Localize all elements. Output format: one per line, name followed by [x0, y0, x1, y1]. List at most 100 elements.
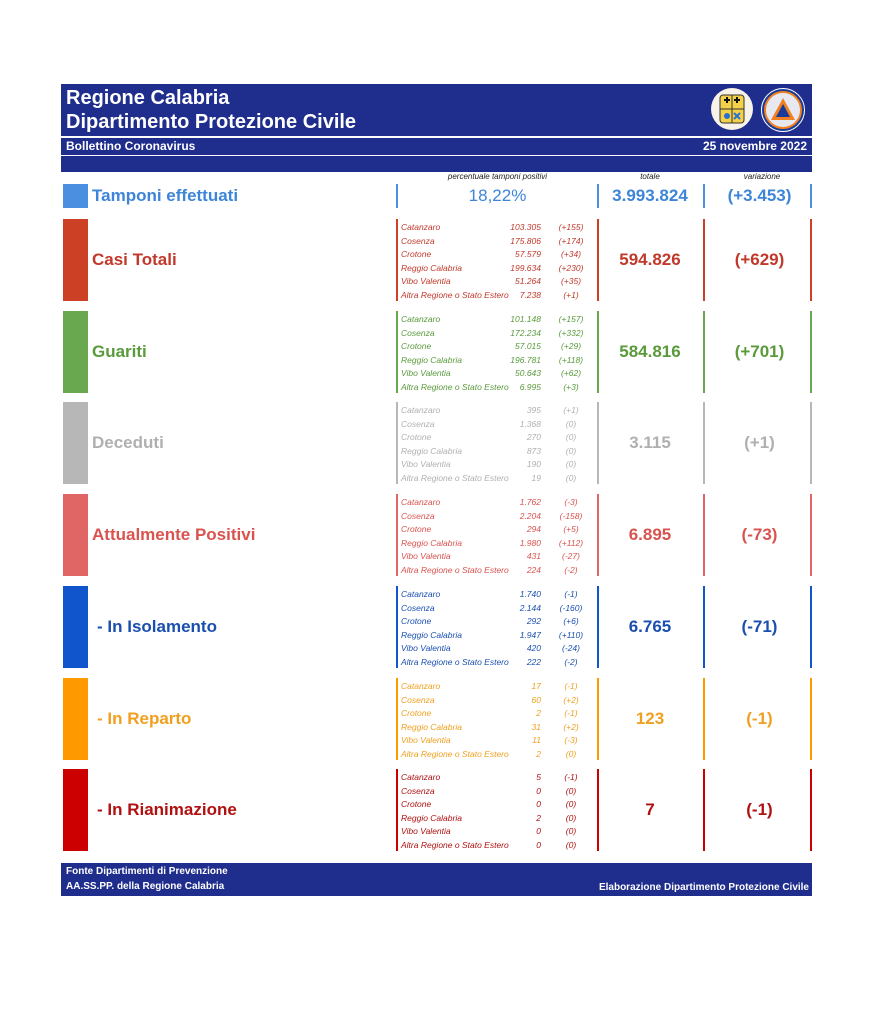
province-delta: (0) — [565, 812, 577, 823]
province-delta: (-2) — [564, 565, 578, 575]
province-value: 11 — [532, 735, 541, 746]
province-delta: (+34) — [560, 249, 582, 260]
province-name: Reggio Calabria — [401, 354, 462, 365]
province-row: Crotone 57.015 (+29) — [401, 340, 591, 354]
province-row: Catanzaro 103.305 (+155) — [401, 221, 591, 235]
province-delta: (+155) — [558, 222, 584, 232]
province-value: 172.234 — [510, 327, 541, 338]
province-delta: (0) — [565, 785, 577, 796]
province-row: Reggio Calabria 199.634 (+230) — [401, 262, 591, 276]
province-row: Crotone 292 (+6) — [401, 615, 591, 629]
footer-source-line1: Fonte Dipartimenti di Prevenzione — [66, 866, 228, 877]
province-value: 0 — [536, 826, 541, 837]
province-row: Cosenza 2.204 (-158) — [401, 510, 591, 524]
guariti-province-table: Catanzaro 101.148 (+157) Cosenza 172.234 (+33… — [401, 313, 591, 395]
tamponi-divider — [810, 184, 812, 208]
isolamento-variation: (-71) — [741, 617, 778, 636]
province-name: Cosenza — [401, 327, 435, 338]
province-name: Crotone — [401, 616, 432, 627]
tamponi-divider — [396, 184, 398, 208]
province-delta: (+110) — [558, 629, 584, 640]
guariti-total: 584.816 — [619, 342, 681, 361]
province-value: 0 — [536, 799, 541, 810]
province-name: Altra Regione o Stato Estero — [401, 290, 509, 300]
reparto-variation: (-1) — [746, 709, 773, 728]
province-value: 2 — [536, 812, 541, 823]
province-value: 50.643 — [515, 368, 541, 379]
province-row: Cosenza 175.806 (+174) — [401, 235, 591, 249]
province-row: Crotone 0 (0) — [401, 798, 591, 812]
guariti-divider — [396, 311, 398, 393]
province-row: Catanzaro 1.740 (-1) — [401, 588, 591, 602]
rianimazione-province-table: Catanzaro 5 (-1) Cosenza 0 (0) Crotone 0 (0) Regg… — [401, 771, 591, 853]
province-name: Cosenza — [401, 602, 435, 613]
guariti-label: Guariti — [92, 342, 147, 361]
reparto-divider — [703, 678, 705, 760]
province-name: Vibo Valentia — [401, 276, 451, 287]
deceduti-province-table: Catanzaro 395 (+1) Cosenza 1.368 (0) Crotone 27… — [401, 404, 591, 486]
province-row: Cosenza 2.144 (-160) — [401, 602, 591, 616]
rianimazione-divider — [396, 769, 398, 851]
province-name: Vibo Valentia — [401, 735, 451, 746]
casi-divider — [597, 219, 599, 301]
province-value: 57.015 — [515, 341, 541, 352]
guariti-variation: (+701) — [734, 342, 785, 361]
province-row: Altra Regione o Stato Estero 2 (0) — [401, 748, 591, 762]
isolamento-province-table: Catanzaro 1.740 (-1) Cosenza 2.144 (-160) Crot… — [401, 588, 591, 670]
province-name: Vibo Valentia — [401, 643, 451, 654]
province-row: Vibo Valentia 420 (-24) — [401, 642, 591, 656]
province-value: 103.305 — [510, 222, 541, 232]
province-value: 2 — [536, 749, 541, 759]
province-delta: (-2) — [564, 657, 578, 667]
province-delta: (+230) — [558, 262, 584, 273]
province-name: Catanzaro — [401, 589, 441, 599]
guariti-divider — [597, 311, 599, 393]
reparto-total: 123 — [635, 709, 665, 728]
province-row: Cosenza 60 (+2) — [401, 694, 591, 708]
reparto-divider — [810, 678, 812, 760]
province-row: Catanzaro 101.148 (+157) — [401, 313, 591, 327]
casi-swatch — [63, 219, 88, 301]
footer-credit: Elaborazione Dipartimento Protezione Civ… — [598, 882, 809, 893]
positivi-total: 6.895 — [628, 525, 672, 544]
tamponi-variation: (+3.453) — [727, 186, 792, 205]
positivi-label: Attualmente Positivi — [92, 525, 256, 544]
province-delta: (-1) — [564, 708, 578, 719]
province-delta: (+332) — [558, 327, 584, 338]
province-value: 57.579 — [515, 249, 541, 260]
province-name: Crotone — [401, 799, 432, 810]
province-value: 1.947 — [519, 629, 541, 640]
province-value: 175.806 — [510, 235, 541, 246]
positivi-divider — [810, 494, 812, 576]
province-row: Catanzaro 5 (-1) — [401, 771, 591, 785]
province-name: Crotone — [401, 249, 432, 260]
province-row: Cosenza 1.368 (0) — [401, 418, 591, 432]
province-row: Crotone 270 (0) — [401, 431, 591, 445]
province-delta: (-3) — [564, 735, 578, 746]
province-delta: (-1) — [564, 772, 578, 782]
province-row: Altra Regione o Stato Estero 224 (-2) — [401, 564, 591, 578]
rianimazione-variation: (-1) — [746, 800, 773, 819]
casi-divider — [810, 219, 812, 301]
tamponi-swatch — [63, 184, 88, 208]
province-row: Altra Regione o Stato Estero 6.995 (+3) — [401, 381, 591, 395]
tamponi-label: Tamponi effettuati — [92, 186, 239, 205]
reparto-label: - In Reparto — [97, 709, 192, 728]
province-row: Altra Regione o Stato Estero 222 (-2) — [401, 656, 591, 670]
province-row: Vibo Valentia 431 (-27) — [401, 550, 591, 564]
isolamento-swatch — [63, 586, 88, 668]
positivi-province-table: Catanzaro 1.762 (-3) Cosenza 2.204 (-158) Crot… — [401, 496, 591, 578]
province-row: Altra Regione o Stato Estero 7.238 (+1) — [401, 289, 591, 303]
province-value: 294 — [526, 524, 541, 535]
positivi-variation: (-73) — [741, 525, 778, 544]
province-delta: (+62) — [560, 368, 582, 379]
province-delta: (0) — [565, 445, 577, 456]
footer-banner: Fonte Dipartimenti di Prevenzione AA.SS.… — [61, 863, 812, 896]
province-value: 222 — [526, 657, 541, 667]
province-row: Vibo Valentia 51.264 (+35) — [401, 275, 591, 289]
province-name: Reggio Calabria — [401, 262, 462, 273]
footer-source-line2: AA.SS.PP. della Regione Calabria — [66, 881, 225, 892]
province-delta: (-1) — [564, 681, 578, 691]
deceduti-variation: (+1) — [744, 433, 775, 452]
province-value: 292 — [526, 616, 541, 627]
